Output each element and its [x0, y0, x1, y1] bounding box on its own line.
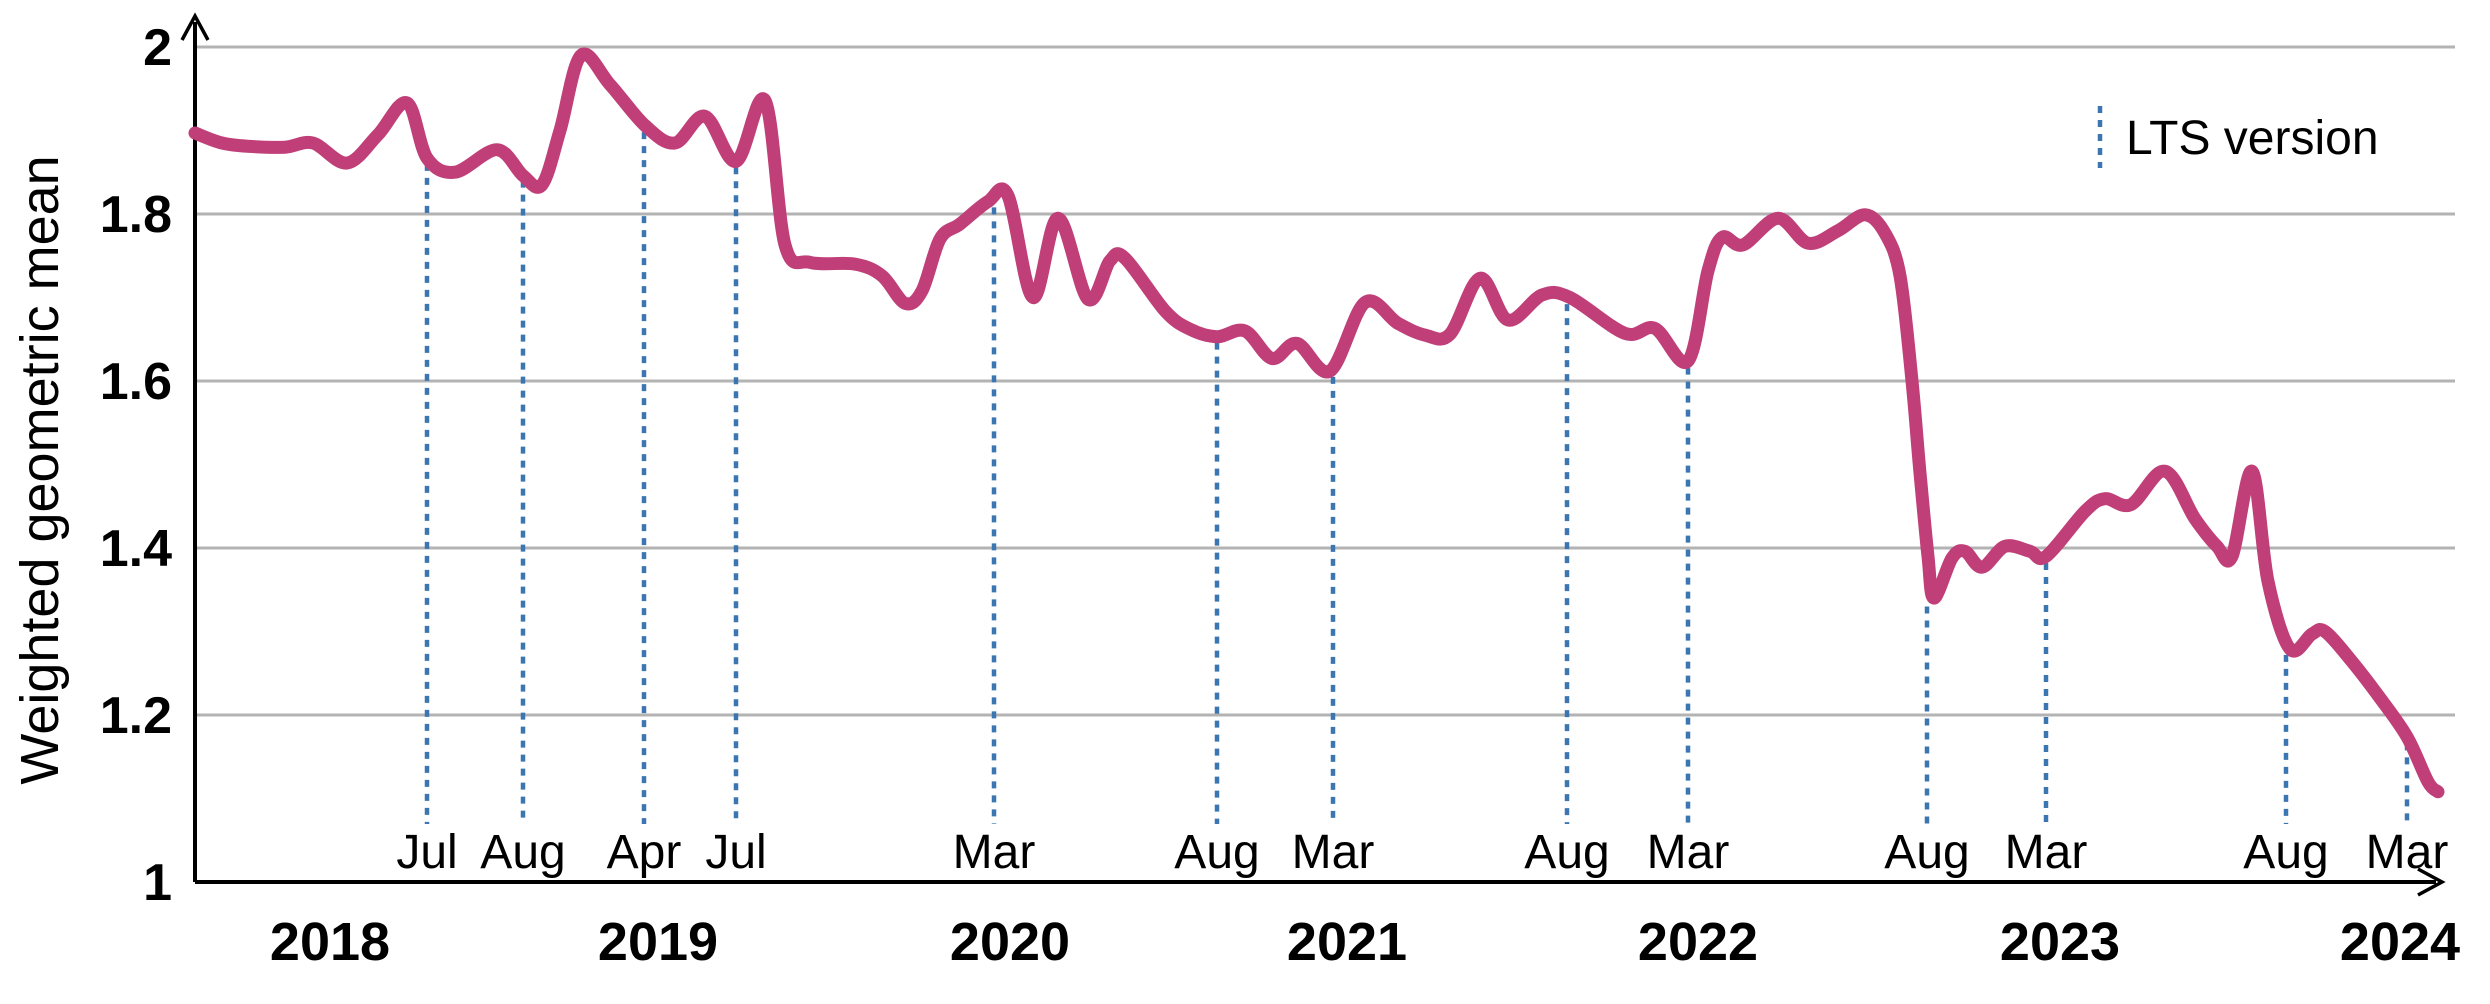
x-tick-label-2020: 2020 — [950, 912, 1070, 972]
y-axis-title: Weighted geometric mean — [10, 155, 70, 784]
x-tick-label-2019: 2019 — [598, 912, 718, 972]
y-tick-label-1: 1 — [143, 854, 172, 912]
lts-month-label-mar-6: Mar — [1292, 826, 1375, 879]
lts-month-label-aug-7: Aug — [1524, 826, 1609, 879]
y-tick-label-2: 2 — [143, 19, 172, 77]
lts-month-label-jul-0: Jul — [396, 826, 457, 879]
lts-month-label-aug-1: Aug — [480, 826, 565, 879]
y-tick-labels: 2 1.8 1.6 1.4 1.2 1 — [100, 19, 172, 912]
lts-month-label-mar-12: Mar — [2366, 826, 2449, 879]
lts-month-label-jul-3: Jul — [705, 826, 766, 879]
lts-month-label-apr-2: Apr — [607, 826, 682, 879]
gridlines — [195, 45, 2455, 717]
y-tick-label-1.6: 1.6 — [100, 353, 172, 411]
x-tick-label-2023: 2023 — [2000, 912, 2120, 972]
lts-month-label-aug-11: Aug — [2243, 826, 2328, 879]
x-axis-arrow-icon — [2417, 867, 2446, 897]
lts-month-label-mar-4: Mar — [953, 826, 1036, 879]
y-tick-label-1.4: 1.4 — [100, 520, 172, 578]
x-tick-label-2021: 2021 — [1287, 912, 1407, 972]
lts-month-labels: Jul Aug Apr Jul Mar Aug Mar Aug Mar Aug Mar Aug Mar — [396, 826, 2448, 879]
y-tick-label-1.8: 1.8 — [100, 186, 172, 244]
series-line — [188, 47, 2445, 799]
lts-month-label-aug-5: Aug — [1174, 826, 1259, 879]
x-tick-label-2018: 2018 — [270, 912, 390, 972]
x-tick-label-2024: 2024 — [2340, 912, 2460, 972]
lts-month-label-mar-10: Mar — [2005, 826, 2088, 879]
x-year-labels: 2018 2019 2020 2021 2022 2023 2024 — [270, 912, 2460, 972]
axes — [180, 12, 2446, 897]
legend: LTS version — [2097, 106, 2379, 168]
lts-release-lines — [424, 132, 2410, 824]
lts-month-label-aug-9: Aug — [1884, 826, 1969, 879]
x-tick-label-2022: 2022 — [1638, 912, 1758, 972]
legend-label: LTS version — [2126, 112, 2379, 165]
y-tick-label-1.2: 1.2 — [100, 687, 172, 745]
lts-month-label-mar-8: Mar — [1647, 826, 1730, 879]
y-axis-arrow-icon — [180, 12, 210, 41]
